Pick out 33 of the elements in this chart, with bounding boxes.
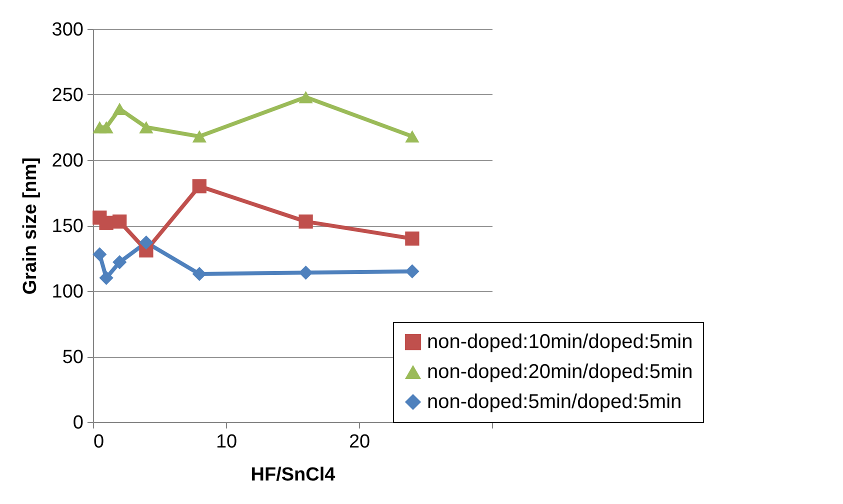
legend-label: non-doped:20min/doped:5min — [427, 361, 693, 383]
y-tick-label: 250 — [52, 85, 84, 106]
y-tick-label: 300 — [52, 20, 84, 40]
y-tick-label: 0 — [72, 412, 84, 434]
point — [92, 247, 107, 262]
legend-label: non-doped:5min/doped:5min — [427, 391, 682, 413]
point — [99, 121, 114, 134]
point — [298, 266, 313, 280]
point — [192, 179, 206, 194]
y-axis-title: Grain size [nm] — [20, 157, 41, 295]
point — [405, 130, 420, 143]
point — [405, 232, 420, 246]
point — [139, 121, 154, 134]
point — [99, 270, 114, 285]
point — [112, 102, 127, 116]
point — [139, 235, 154, 250]
point — [298, 214, 313, 229]
x-axis-title: HF/SnCl4 — [250, 464, 336, 486]
legend-label: non-doped:10min/doped:5min — [427, 331, 693, 353]
point — [192, 130, 206, 143]
y-tick-label: 100 — [52, 282, 84, 302]
y-tick-label: 50 — [62, 347, 84, 368]
point — [112, 214, 127, 229]
x-tick-label: 20 — [348, 432, 370, 452]
x-tick-label: 0 — [94, 432, 104, 452]
y-tick-label: 200 — [52, 150, 84, 172]
x-tick-label: 10 — [216, 432, 238, 452]
point — [112, 255, 127, 270]
point — [192, 266, 206, 282]
point — [99, 216, 114, 230]
y-tick-label: 150 — [52, 216, 84, 237]
point — [298, 90, 313, 104]
point — [405, 264, 420, 278]
